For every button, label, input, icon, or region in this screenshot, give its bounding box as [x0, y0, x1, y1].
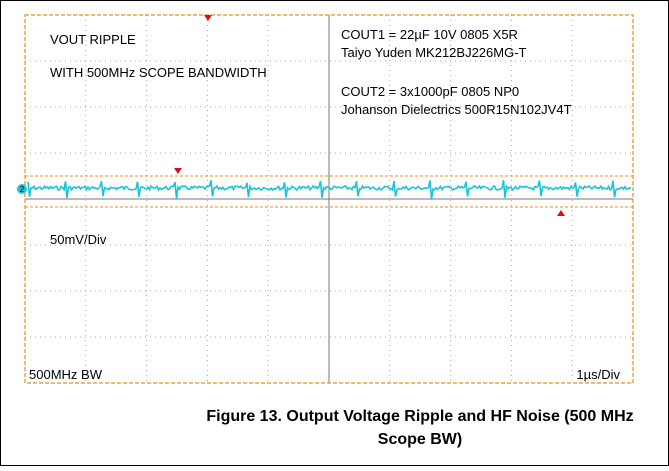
note: WITH 500MHz SCOPE BANDWIDTH	[50, 65, 267, 80]
caption: Scope BW)	[378, 431, 462, 448]
screen-border	[24, 14, 634, 384]
bandwidth: 500MHz BW	[29, 367, 103, 382]
note: Johanson Dielectrics 500R15N102JV4T	[341, 102, 572, 117]
waveform	[27, 179, 632, 199]
caption: Figure 13. Output Voltage Ripple and HF …	[206, 408, 633, 425]
note: COUT2 = 3x1000pF 0805 NP0	[341, 84, 519, 99]
time-scale: 1µs/Div	[576, 367, 620, 382]
cursor-marker	[557, 210, 565, 216]
cursor-marker	[174, 168, 182, 174]
trigger-marker	[204, 15, 212, 21]
vertical-scale: 50mV/Div	[50, 232, 107, 247]
note: COUT1 = 22µF 10V 0805 X5R	[341, 27, 518, 42]
channel-marker	[17, 184, 27, 194]
channel-label: 2	[20, 185, 25, 194]
note: Taiyo Yuden MK212BJ226MG-T	[341, 45, 527, 60]
note: VOUT RIPPLE	[50, 32, 136, 47]
graticule	[25, 15, 633, 383]
